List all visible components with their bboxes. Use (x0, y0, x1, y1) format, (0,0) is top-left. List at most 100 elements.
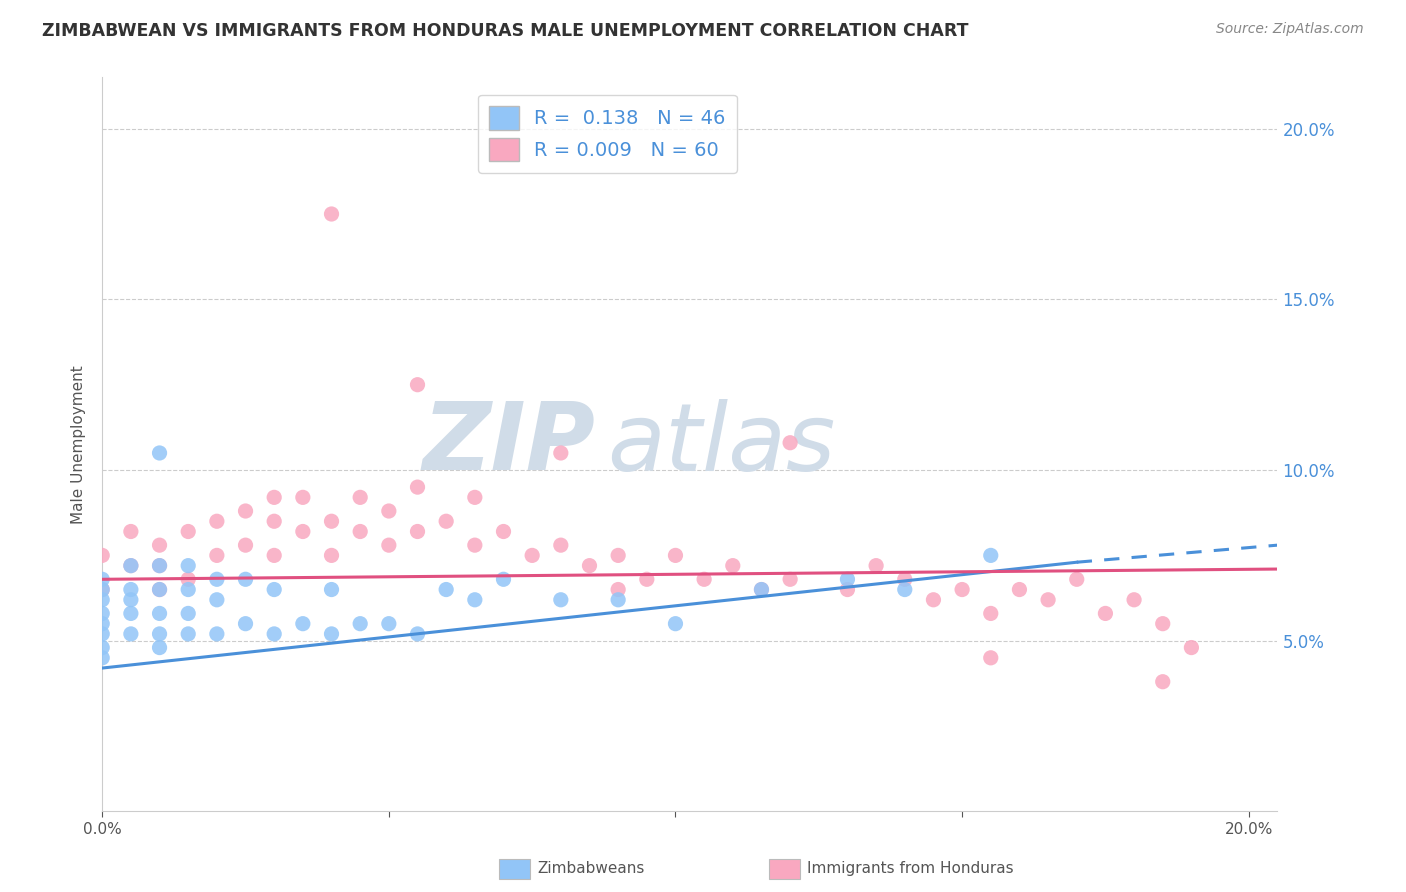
Point (120, 558, 142, 573)
Point (434, 582, 457, 597)
Point (91, 616, 114, 631)
Point (91, 592, 114, 607)
Point (148, 538, 170, 552)
Point (349, 616, 371, 631)
Point (263, 514, 285, 528)
Point (120, 558, 142, 573)
Text: Source: ZipAtlas.com: Source: ZipAtlas.com (1216, 22, 1364, 37)
Text: ZIMBABWEAN VS IMMIGRANTS FROM HONDURAS MALE UNEMPLOYMENT CORRELATION CHART: ZIMBABWEAN VS IMMIGRANTS FROM HONDURAS M… (42, 22, 969, 40)
Point (1036, 592, 1059, 607)
Point (378, 504, 401, 518)
Text: atlas: atlas (607, 399, 835, 490)
Point (837, 582, 859, 597)
Point (1152, 616, 1174, 631)
Point (148, 558, 170, 573)
Point (721, 558, 744, 573)
Point (922, 592, 945, 607)
Point (349, 491, 371, 505)
Point (120, 607, 142, 621)
Point (607, 549, 630, 563)
Point (1008, 582, 1031, 597)
Point (120, 582, 142, 597)
Legend: R =  0.138   N = 46, R = 0.009   N = 60: R = 0.138 N = 46, R = 0.009 N = 60 (478, 95, 737, 173)
Point (950, 582, 973, 597)
Point (751, 582, 773, 597)
Point (91, 627, 114, 641)
Point (291, 524, 314, 539)
Point (406, 524, 429, 539)
Point (321, 582, 343, 597)
Point (664, 616, 686, 631)
Point (120, 627, 142, 641)
Point (464, 538, 486, 552)
Point (91, 607, 114, 621)
Point (492, 524, 515, 539)
Point (91, 640, 114, 655)
Point (263, 549, 285, 563)
Text: ZIP: ZIP (423, 399, 596, 491)
Point (177, 582, 200, 597)
Point (91, 582, 114, 597)
Point (865, 558, 887, 573)
Point (1094, 607, 1116, 621)
Point (321, 207, 343, 221)
Point (434, 514, 457, 528)
Point (664, 549, 686, 563)
Point (91, 572, 114, 586)
Point (550, 538, 572, 552)
Point (120, 524, 142, 539)
Y-axis label: Male Unemployment: Male Unemployment (72, 365, 86, 524)
Point (148, 627, 170, 641)
Point (177, 524, 200, 539)
Point (263, 491, 285, 505)
Point (235, 572, 257, 586)
Point (235, 616, 257, 631)
Point (464, 592, 486, 607)
Point (205, 572, 228, 586)
Point (894, 572, 917, 586)
Point (1152, 674, 1174, 689)
Point (894, 582, 917, 597)
Point (148, 582, 170, 597)
Point (291, 616, 314, 631)
Point (607, 592, 630, 607)
Point (550, 446, 572, 460)
Point (263, 582, 285, 597)
Point (980, 549, 1002, 563)
Point (607, 582, 630, 597)
Point (205, 549, 228, 563)
Point (378, 616, 401, 631)
Point (148, 582, 170, 597)
Point (520, 549, 543, 563)
Point (406, 627, 429, 641)
Point (177, 627, 200, 641)
Point (406, 377, 429, 392)
Point (148, 607, 170, 621)
Point (321, 549, 343, 563)
Point (235, 538, 257, 552)
Point (349, 524, 371, 539)
Point (91, 650, 114, 665)
Point (1123, 592, 1146, 607)
Text: Immigrants from Honduras: Immigrants from Honduras (807, 862, 1014, 876)
Point (492, 572, 515, 586)
Point (321, 627, 343, 641)
Point (837, 572, 859, 586)
Point (636, 572, 658, 586)
Point (751, 582, 773, 597)
Point (120, 592, 142, 607)
Point (378, 538, 401, 552)
Text: Zimbabweans: Zimbabweans (537, 862, 644, 876)
Point (205, 627, 228, 641)
Point (235, 504, 257, 518)
Point (177, 572, 200, 586)
Point (291, 491, 314, 505)
Point (177, 558, 200, 573)
Point (1066, 572, 1088, 586)
Point (91, 582, 114, 597)
Point (1180, 640, 1202, 655)
Point (263, 627, 285, 641)
Point (550, 592, 572, 607)
Point (205, 514, 228, 528)
Point (693, 572, 716, 586)
